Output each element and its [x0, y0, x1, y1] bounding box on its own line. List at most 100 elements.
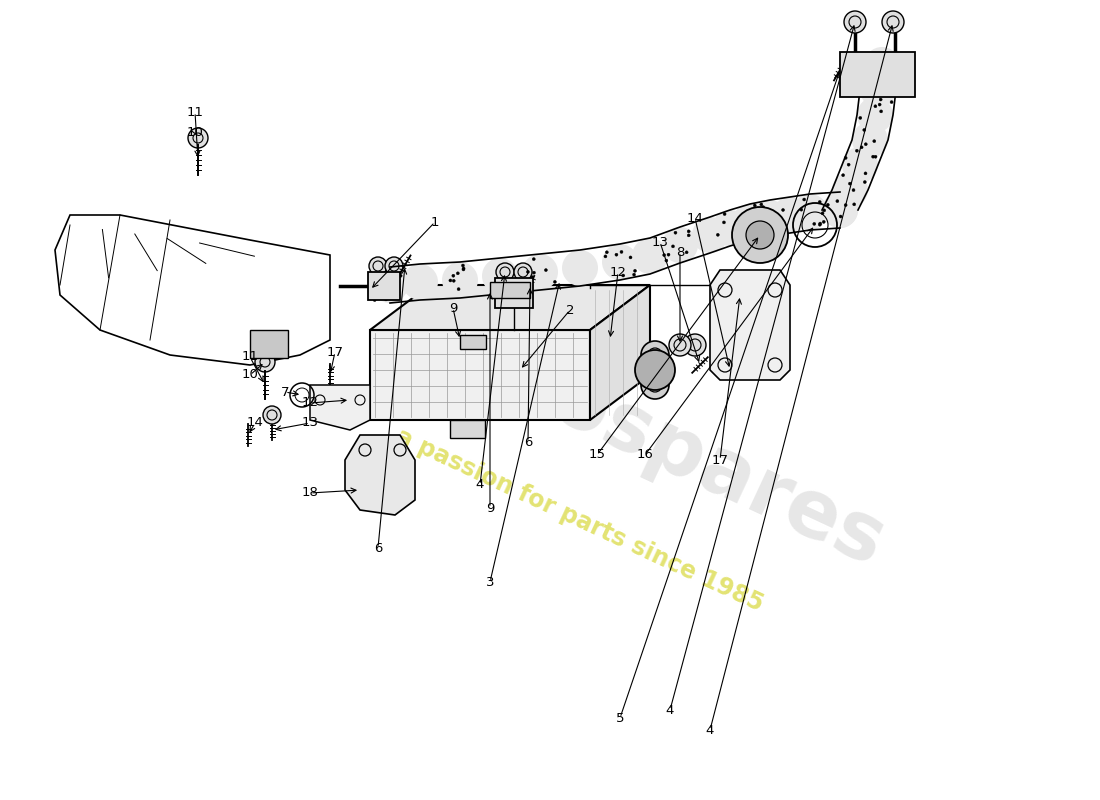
Text: 18: 18	[301, 486, 318, 499]
Circle shape	[737, 226, 740, 230]
Circle shape	[893, 68, 896, 70]
Text: 4: 4	[706, 723, 714, 737]
Circle shape	[873, 105, 877, 108]
Circle shape	[852, 203, 856, 206]
Text: 15: 15	[588, 449, 605, 462]
Text: a passion for parts since 1985: a passion for parts since 1985	[393, 424, 768, 616]
Polygon shape	[345, 435, 415, 515]
Bar	[250, 330, 288, 358]
Circle shape	[685, 251, 689, 254]
Circle shape	[762, 217, 766, 220]
Circle shape	[859, 117, 861, 119]
Circle shape	[842, 174, 845, 177]
Text: 6: 6	[374, 542, 382, 554]
Circle shape	[864, 172, 867, 175]
Circle shape	[605, 250, 608, 254]
Circle shape	[716, 234, 719, 236]
Circle shape	[879, 98, 882, 101]
Circle shape	[874, 155, 877, 158]
Circle shape	[524, 283, 527, 286]
Circle shape	[449, 279, 452, 282]
Circle shape	[844, 203, 847, 206]
Text: 12: 12	[301, 397, 319, 410]
Polygon shape	[310, 385, 370, 430]
Circle shape	[860, 146, 864, 149]
Text: eurospares: eurospares	[403, 297, 898, 583]
Circle shape	[878, 103, 881, 106]
Circle shape	[373, 298, 376, 302]
Circle shape	[740, 230, 744, 234]
Circle shape	[525, 285, 528, 288]
Circle shape	[736, 231, 739, 234]
Bar	[368, 272, 400, 300]
Circle shape	[462, 264, 464, 267]
Text: 17: 17	[712, 454, 728, 466]
Circle shape	[688, 230, 690, 233]
Circle shape	[712, 210, 748, 246]
Circle shape	[865, 142, 867, 146]
Text: 6: 6	[524, 435, 532, 449]
Circle shape	[772, 197, 808, 233]
Bar	[490, 282, 530, 298]
Circle shape	[372, 267, 408, 303]
Circle shape	[860, 72, 896, 108]
Circle shape	[737, 229, 740, 231]
Circle shape	[684, 334, 706, 356]
Circle shape	[842, 147, 878, 183]
Circle shape	[848, 182, 851, 185]
Circle shape	[723, 213, 726, 215]
Text: 10: 10	[242, 369, 258, 382]
Circle shape	[629, 256, 632, 259]
Circle shape	[671, 245, 674, 248]
Circle shape	[532, 258, 536, 261]
Circle shape	[641, 341, 669, 369]
Bar	[450, 420, 485, 438]
Text: 11: 11	[187, 106, 204, 118]
Circle shape	[635, 350, 675, 390]
Circle shape	[822, 192, 858, 228]
Circle shape	[604, 255, 607, 258]
Circle shape	[890, 101, 893, 103]
Circle shape	[602, 244, 638, 280]
Circle shape	[792, 194, 828, 230]
Text: 14: 14	[686, 211, 703, 225]
Circle shape	[462, 268, 465, 271]
Circle shape	[452, 279, 455, 282]
Text: 10: 10	[187, 126, 204, 138]
Circle shape	[822, 192, 858, 228]
Circle shape	[641, 371, 669, 399]
Circle shape	[847, 163, 850, 166]
Circle shape	[396, 286, 399, 290]
Circle shape	[864, 181, 867, 183]
Circle shape	[632, 238, 668, 274]
Circle shape	[868, 76, 870, 79]
Circle shape	[781, 209, 784, 211]
Circle shape	[769, 214, 772, 217]
Circle shape	[378, 274, 382, 276]
Text: 14: 14	[246, 417, 263, 430]
Circle shape	[752, 200, 788, 236]
Circle shape	[818, 222, 822, 225]
Circle shape	[732, 204, 768, 240]
Circle shape	[754, 221, 757, 224]
Text: 7: 7	[280, 386, 289, 398]
Circle shape	[255, 352, 275, 372]
Circle shape	[402, 264, 438, 300]
Text: 1: 1	[431, 215, 439, 229]
Circle shape	[832, 172, 868, 208]
Text: 12: 12	[609, 266, 627, 278]
Circle shape	[263, 406, 280, 424]
Circle shape	[882, 11, 904, 33]
Circle shape	[839, 215, 843, 218]
Text: 16: 16	[637, 449, 653, 462]
Circle shape	[887, 90, 890, 94]
Text: 2: 2	[565, 303, 574, 317]
Circle shape	[462, 267, 465, 270]
Circle shape	[377, 273, 381, 275]
Circle shape	[888, 76, 891, 79]
Circle shape	[662, 227, 698, 263]
Circle shape	[452, 274, 454, 278]
Circle shape	[852, 189, 855, 191]
Circle shape	[188, 128, 208, 148]
Circle shape	[553, 280, 557, 283]
